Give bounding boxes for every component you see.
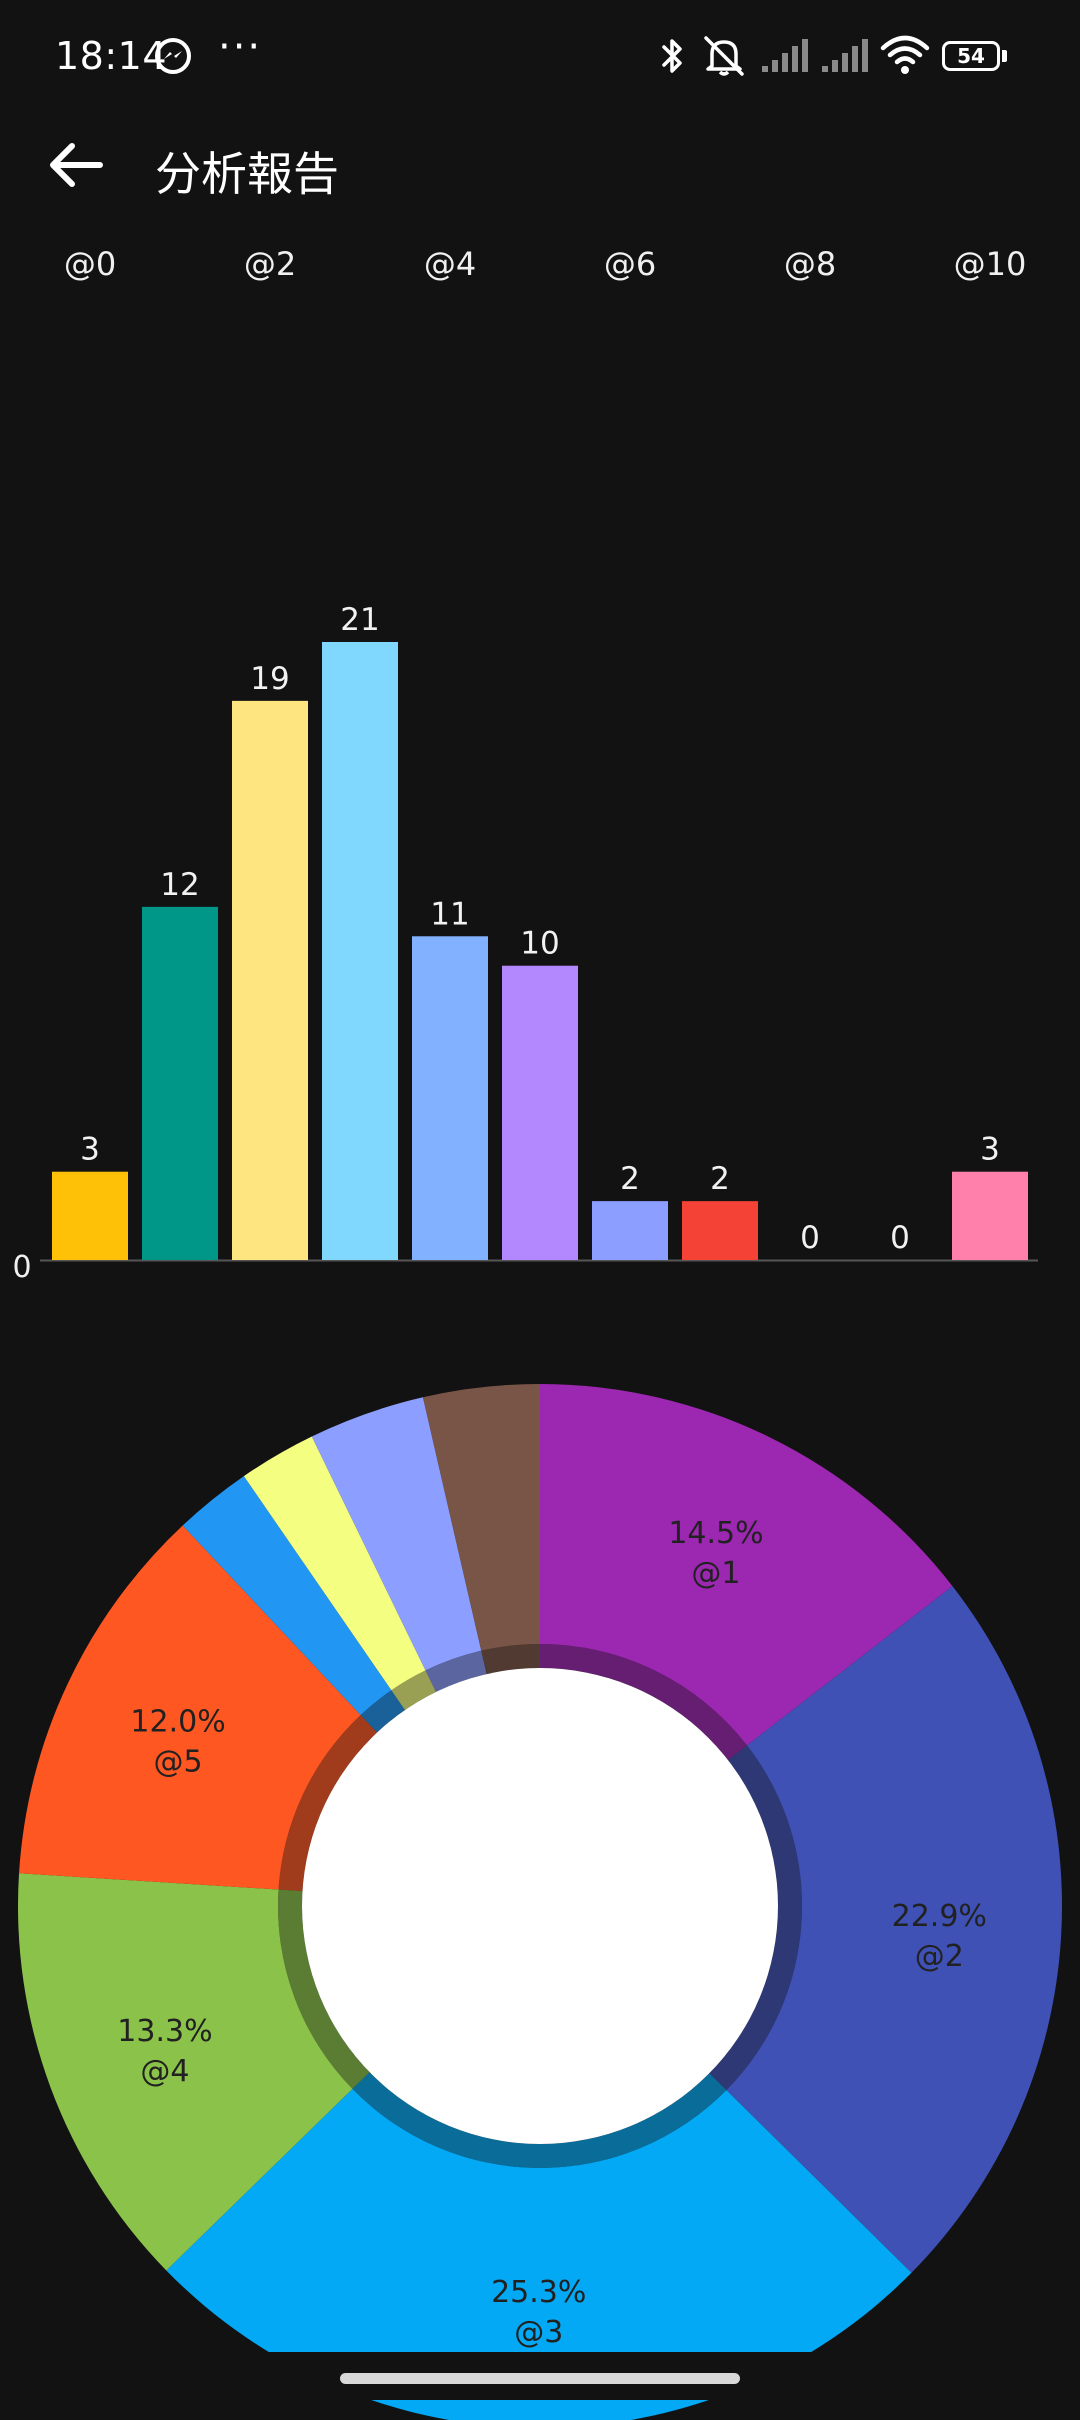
slice-name-label: @3 — [514, 2315, 563, 2350]
mute-bell-icon — [704, 36, 744, 76]
slice-percent-label: 12.0% — [130, 1705, 225, 1740]
x-tick-label: @8 — [783, 245, 837, 283]
donut-slice-@4 — [18, 1873, 353, 2271]
back-button[interactable] — [40, 128, 114, 202]
bar-@4 — [412, 936, 488, 1260]
donut-slice-other-8 — [422, 1384, 540, 1651]
y-axis-tick-label: 0 — [12, 1250, 31, 1280]
bar-value-label: 10 — [520, 926, 559, 962]
slice-name-label: @5 — [154, 1745, 203, 1780]
x-tick-label: @2 — [243, 245, 297, 283]
slice-percent-label: 22.9% — [892, 1899, 987, 1934]
bar-value-label: 2 — [620, 1161, 640, 1197]
bar-@7 — [682, 1201, 758, 1260]
signal-icon — [822, 39, 868, 72]
arrow-left-icon — [50, 143, 103, 187]
bar-@2 — [232, 700, 308, 1260]
donut-inner-ring — [709, 1745, 802, 2091]
x-tick-label: @10 — [953, 245, 1027, 283]
donut-inner-ring — [540, 1644, 748, 1761]
donut-slice-other-5 — [182, 1476, 392, 1716]
bar-value-label: 12 — [160, 867, 199, 903]
bar-value-label: 0 — [800, 1220, 820, 1256]
x-tick-label: @4 — [423, 245, 477, 283]
x-tick-label: @0 — [63, 245, 117, 283]
bar-@0 — [52, 1171, 128, 1260]
donut-inner-ring — [278, 1715, 378, 1892]
bar-@1 — [142, 906, 218, 1260]
bar-value-label: 2 — [710, 1161, 730, 1197]
donut-inner-ring — [391, 1670, 436, 1710]
donut-inner-ring — [481, 1644, 540, 1675]
bar-@6 — [592, 1201, 668, 1260]
battery-icon: 54 — [942, 41, 1000, 71]
bar-@10 — [952, 1171, 1028, 1260]
donut-center — [302, 1668, 778, 2144]
bar-chart: 0 3 12 19 21 11 10 2 2 0 0 3 — [12, 602, 1038, 1280]
donut-inner-ring — [352, 2072, 727, 2168]
bar-chart-x-labels: @0 @2 @4 @6 @8 @10 — [0, 245, 1080, 295]
battery-level: 54 — [957, 44, 985, 68]
home-indicator[interactable] — [340, 2373, 740, 2384]
donut-slice-other-6 — [243, 1436, 426, 1691]
messenger-icon — [155, 38, 191, 74]
bar-value-label: 11 — [430, 896, 469, 932]
bar-value-label: 0 — [890, 1220, 910, 1256]
donut-slice-@5 — [19, 1525, 361, 1890]
page-title: 分析報告 — [155, 147, 339, 201]
bar-value-label: 3 — [980, 1132, 1000, 1168]
bar-@3 — [322, 642, 398, 1260]
bar-value-label: 3 — [80, 1132, 100, 1168]
donut-inner-ring — [278, 1889, 370, 2089]
slice-name-label: @1 — [691, 1556, 740, 1591]
donut-inner-ring — [360, 1690, 405, 1733]
battery-tip — [1002, 50, 1007, 62]
donut-inner-ring — [425, 1650, 487, 1692]
slice-name-label: @2 — [915, 1939, 964, 1974]
status-time: 18:14 — [55, 34, 168, 78]
signal-icon — [762, 39, 808, 72]
app-bar: 分析報告 — [0, 110, 1080, 220]
slice-percent-label: 13.3% — [117, 2014, 212, 2049]
donut-chart: 14.5% @1 22.9% @2 25.3% @3 13.3% @4 12.0% @5 — [18, 1384, 1062, 2420]
bar-@5 — [502, 965, 578, 1260]
status-bar: 18:14 ··· 54 — [0, 0, 1080, 110]
donut-slice-@2 — [726, 1586, 1062, 2273]
wifi-icon — [880, 35, 930, 74]
bar-value-label: 21 — [340, 602, 379, 638]
x-tick-label: @6 — [603, 245, 657, 283]
bar-value-label: 19 — [250, 661, 289, 697]
status-more-icon: ··· — [218, 24, 263, 70]
donut-slice-@3 — [166, 2088, 912, 2420]
slice-name-label: @4 — [140, 2054, 189, 2089]
slice-percent-label: 14.5% — [668, 1516, 763, 1551]
donut-slice-@1 — [540, 1384, 953, 1746]
donut-slice-other-7 — [311, 1397, 482, 1671]
bluetooth-icon — [662, 39, 682, 73]
slice-percent-label: 25.3% — [491, 2275, 586, 2310]
